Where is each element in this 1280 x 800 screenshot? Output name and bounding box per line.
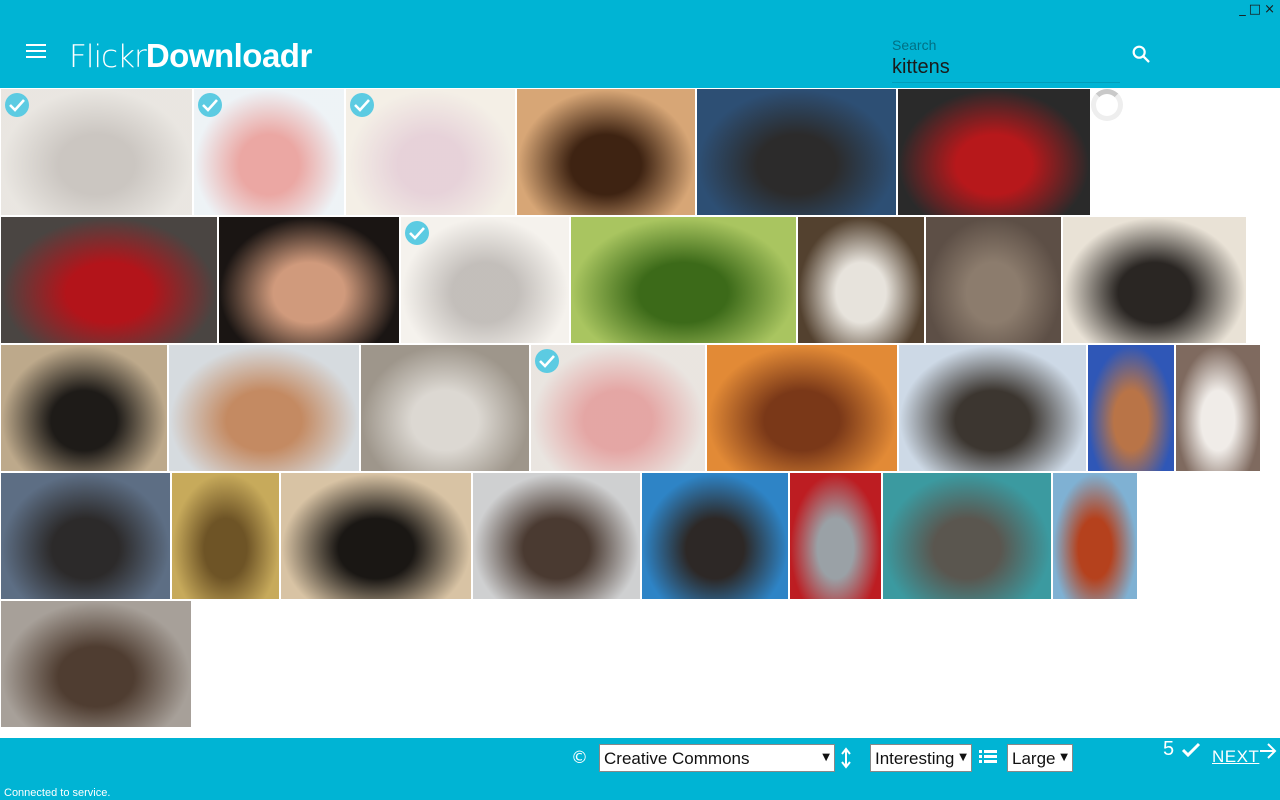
photo-thumbnail[interactable] — [1062, 216, 1247, 344]
photo-thumbnail[interactable] — [570, 216, 797, 344]
photo-thumbnail[interactable] — [1175, 344, 1261, 472]
photo-image — [172, 473, 279, 599]
photo-image — [926, 217, 1061, 343]
photo-thumbnail[interactable] — [516, 88, 696, 216]
selected-check-icon — [198, 93, 222, 117]
photo-thumbnail[interactable] — [925, 216, 1062, 344]
photo-thumbnail[interactable] — [0, 600, 192, 728]
photo-thumbnail[interactable] — [472, 472, 641, 600]
photo-thumbnail[interactable] — [0, 216, 218, 344]
photo-thumbnail[interactable] — [789, 472, 882, 600]
dropdown-arrow-icon: ▼ — [1060, 752, 1068, 763]
photo-image — [899, 345, 1086, 471]
photo-thumbnail[interactable] — [706, 344, 898, 472]
photo-image — [219, 217, 399, 343]
search-field: Search — [892, 37, 1120, 83]
arrow-right-icon[interactable] — [1259, 741, 1277, 761]
photo-image — [571, 217, 796, 343]
selected-check-icon — [350, 93, 374, 117]
selected-check-icon — [535, 349, 559, 373]
photo-image — [1053, 473, 1137, 599]
photo-thumbnail[interactable] — [1052, 472, 1138, 600]
photo-image — [517, 89, 695, 215]
photo-thumbnail[interactable] — [530, 344, 706, 472]
photo-thumbnail[interactable] — [345, 88, 516, 216]
photo-image — [642, 473, 788, 599]
photo-thumbnail[interactable] — [218, 216, 400, 344]
photo-image — [531, 345, 705, 471]
photo-image — [1, 89, 192, 215]
photo-image — [401, 217, 569, 343]
photo-image — [790, 473, 881, 599]
minimize-button[interactable]: _ — [1239, 2, 1247, 17]
photo-thumbnail[interactable] — [797, 216, 925, 344]
photo-thumbnail[interactable] — [1087, 344, 1175, 472]
photo-thumbnail[interactable] — [400, 216, 570, 344]
photo-thumbnail[interactable] — [0, 88, 193, 216]
photo-image — [1, 345, 167, 471]
photo-thumbnail[interactable] — [171, 472, 280, 600]
sort-vertical-icon[interactable] — [840, 747, 852, 769]
photo-image — [798, 217, 924, 343]
photo-image — [169, 345, 359, 471]
footer-bar: © Creative Commons ▼ Interesting ▼ Large… — [0, 738, 1280, 800]
photo-grid — [0, 88, 1280, 738]
list-icon[interactable] — [979, 749, 997, 764]
photo-thumbnail[interactable] — [0, 344, 168, 472]
photo-image — [697, 89, 896, 215]
maximize-button[interactable]: □ — [1248, 2, 1263, 17]
sort-select-value: Interesting — [875, 749, 955, 768]
dropdown-arrow-icon: ▼ — [822, 752, 830, 763]
photo-image — [707, 345, 897, 471]
photo-image — [473, 473, 640, 599]
photo-image — [1, 601, 191, 727]
photo-image — [346, 89, 515, 215]
photo-thumbnail[interactable] — [360, 344, 530, 472]
photo-thumbnail[interactable] — [280, 472, 472, 600]
logo-light-text: Flickr — [69, 39, 147, 75]
photo-image — [361, 345, 529, 471]
sort-select[interactable]: Interesting ▼ — [870, 744, 972, 772]
photo-image — [1, 217, 217, 343]
photo-thumbnail[interactable] — [641, 472, 789, 600]
photo-image — [1088, 345, 1174, 471]
app-logo: FlickrDownloadr — [69, 37, 312, 76]
close-button[interactable]: × — [1264, 2, 1276, 17]
selected-check-icon — [5, 93, 29, 117]
photo-thumbnail[interactable] — [898, 344, 1087, 472]
photo-image — [1, 473, 170, 599]
photo-thumbnail[interactable] — [882, 472, 1052, 600]
selected-check-icon — [405, 221, 429, 245]
license-icon: © — [571, 748, 588, 768]
size-select[interactable]: Large ▼ — [1007, 744, 1073, 772]
loading-spinner — [1091, 89, 1123, 121]
photo-image — [898, 89, 1090, 215]
app-header: _ □ × FlickrDownloadr Search — [0, 0, 1280, 88]
menu-icon[interactable] — [26, 44, 46, 60]
photo-image — [1063, 217, 1246, 343]
dropdown-arrow-icon: ▼ — [959, 752, 967, 763]
logo-bold-text: Downloadr — [145, 37, 313, 74]
search-label: Search — [892, 37, 937, 53]
photo-image — [1176, 345, 1260, 471]
photo-image — [883, 473, 1051, 599]
photo-thumbnail[interactable] — [168, 344, 360, 472]
license-select-value: Creative Commons — [604, 749, 750, 768]
photo-thumbnail[interactable] — [696, 88, 897, 216]
search-input[interactable] — [892, 53, 1120, 81]
window-controls: _ □ × — [1239, 2, 1276, 17]
photo-thumbnail[interactable] — [0, 472, 171, 600]
search-icon[interactable] — [1130, 43, 1152, 65]
check-icon — [1181, 742, 1201, 758]
status-text: Connected to service. — [4, 787, 111, 799]
license-select[interactable]: Creative Commons ▼ — [599, 744, 835, 772]
selected-count: 5 — [1163, 738, 1175, 760]
photo-thumbnail[interactable] — [897, 88, 1091, 216]
photo-thumbnail[interactable] — [193, 88, 345, 216]
size-select-value: Large — [1012, 749, 1056, 768]
next-button[interactable]: NEXT — [1212, 747, 1260, 766]
photo-image — [281, 473, 471, 599]
